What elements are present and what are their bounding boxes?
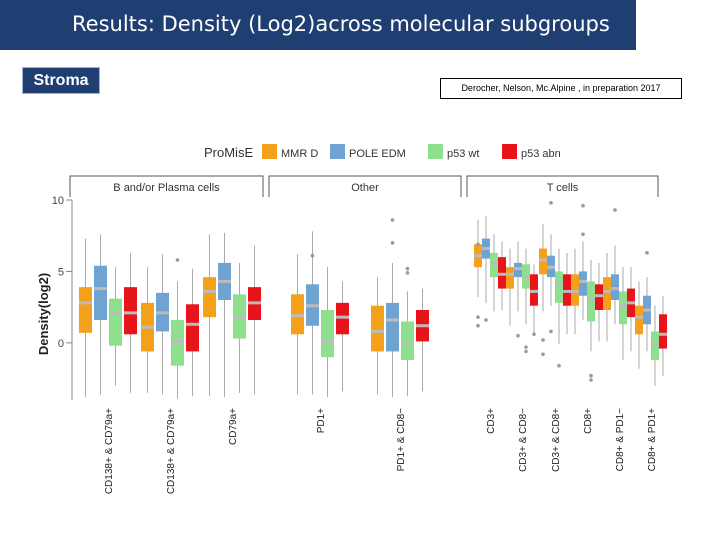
- y-axis-label: Density(log2): [36, 273, 51, 355]
- legend-label: p53 wt: [447, 148, 479, 160]
- legend-swatch: [502, 144, 517, 159]
- box-body: [94, 265, 107, 320]
- x-tick-label: PD1+: [316, 408, 327, 433]
- box-body: [109, 298, 122, 346]
- box-body: [371, 305, 384, 352]
- outlier-point: [532, 332, 536, 337]
- legend-label: p53 abn: [521, 148, 561, 160]
- outlier-point: [524, 345, 528, 349]
- legend-swatch: [262, 144, 277, 159]
- x-tick-label: PD1+ & CD8−: [396, 408, 407, 472]
- box-body: [386, 302, 399, 352]
- box-body: [555, 271, 563, 303]
- box-body: [635, 305, 643, 335]
- y-tick-label: 10: [52, 195, 64, 207]
- x-tick-label: CD3+: [486, 408, 497, 434]
- outlier-point: [516, 333, 520, 338]
- box-body: [186, 304, 199, 352]
- legend-label: MMR D: [281, 148, 318, 160]
- box-body: [321, 310, 334, 358]
- outlier-point: [476, 242, 480, 247]
- panel-label: B and/or Plasma cells: [113, 182, 220, 194]
- outlier-point: [476, 315, 480, 319]
- outlier-point: [484, 318, 488, 322]
- title-bar: Results: Density (Log2)across molecular …: [0, 0, 636, 50]
- box-body: [579, 271, 587, 296]
- box-body: [490, 252, 498, 278]
- panel-label: Other: [351, 182, 379, 194]
- density-boxplot-chart: ProMisE MMR D POLE EDM p53 wt p53 abn B and/o…: [36, 144, 667, 494]
- x-tick-label: CD8+ & PD1+: [647, 408, 658, 472]
- panel-strip: [268, 175, 462, 197]
- box-body: [659, 314, 667, 349]
- legend-swatch: [330, 144, 345, 159]
- x-tick-label: CD8+ & PD1−: [615, 408, 626, 472]
- outlier-point: [390, 241, 395, 245]
- x-tick-label: CD3+ & CD8+: [551, 408, 562, 472]
- citation-box: Derocher, Nelson, Mc.Alpine , in prepara…: [440, 78, 682, 99]
- box-body: [619, 291, 627, 325]
- box-body: [203, 277, 216, 318]
- outlier-point: [581, 203, 585, 208]
- outlier-point: [390, 218, 395, 222]
- box-body: [506, 267, 514, 289]
- section-label: Stroma: [22, 67, 100, 94]
- panel-strip: [69, 175, 264, 197]
- panel-label: T cells: [547, 182, 579, 194]
- x-tick-label: CD138+ & CD79a+: [166, 408, 177, 494]
- panel-strip: [466, 175, 659, 197]
- outlier-point: [310, 253, 315, 258]
- outlier-point: [405, 266, 410, 271]
- x-tick-label: CD79a+: [228, 408, 239, 445]
- y-tick-label: 5: [58, 266, 64, 278]
- legend-title: ProMisE: [204, 145, 253, 160]
- legend-swatch: [428, 144, 443, 159]
- outlier-point: [581, 232, 585, 237]
- x-tick-label: CD8+: [583, 408, 594, 434]
- outlier-point: [405, 271, 410, 275]
- outlier-point: [589, 373, 593, 378]
- outlier-point: [541, 352, 545, 357]
- outlier-point: [549, 201, 553, 205]
- box-body: [124, 287, 137, 335]
- outlier-point: [175, 258, 180, 262]
- outlier-point: [589, 378, 593, 382]
- box-body: [603, 277, 611, 310]
- box-body: [401, 321, 414, 360]
- outlier-point: [476, 323, 480, 328]
- y-tick-label: 0: [58, 338, 64, 350]
- outlier-point: [613, 208, 617, 212]
- x-tick-label: CD3+ & CD8−: [518, 408, 529, 472]
- outlier-point: [549, 329, 553, 334]
- outlier-point: [557, 363, 561, 368]
- outlier-point: [645, 251, 649, 255]
- slide-title: Results: Density (Log2)across molecular …: [72, 12, 610, 36]
- outlier-point: [541, 338, 545, 342]
- legend-label: POLE EDM: [349, 148, 406, 160]
- outlier-point: [524, 349, 528, 354]
- x-tick-label: CD138+ & CD79a+: [104, 408, 115, 494]
- box-body: [79, 287, 92, 333]
